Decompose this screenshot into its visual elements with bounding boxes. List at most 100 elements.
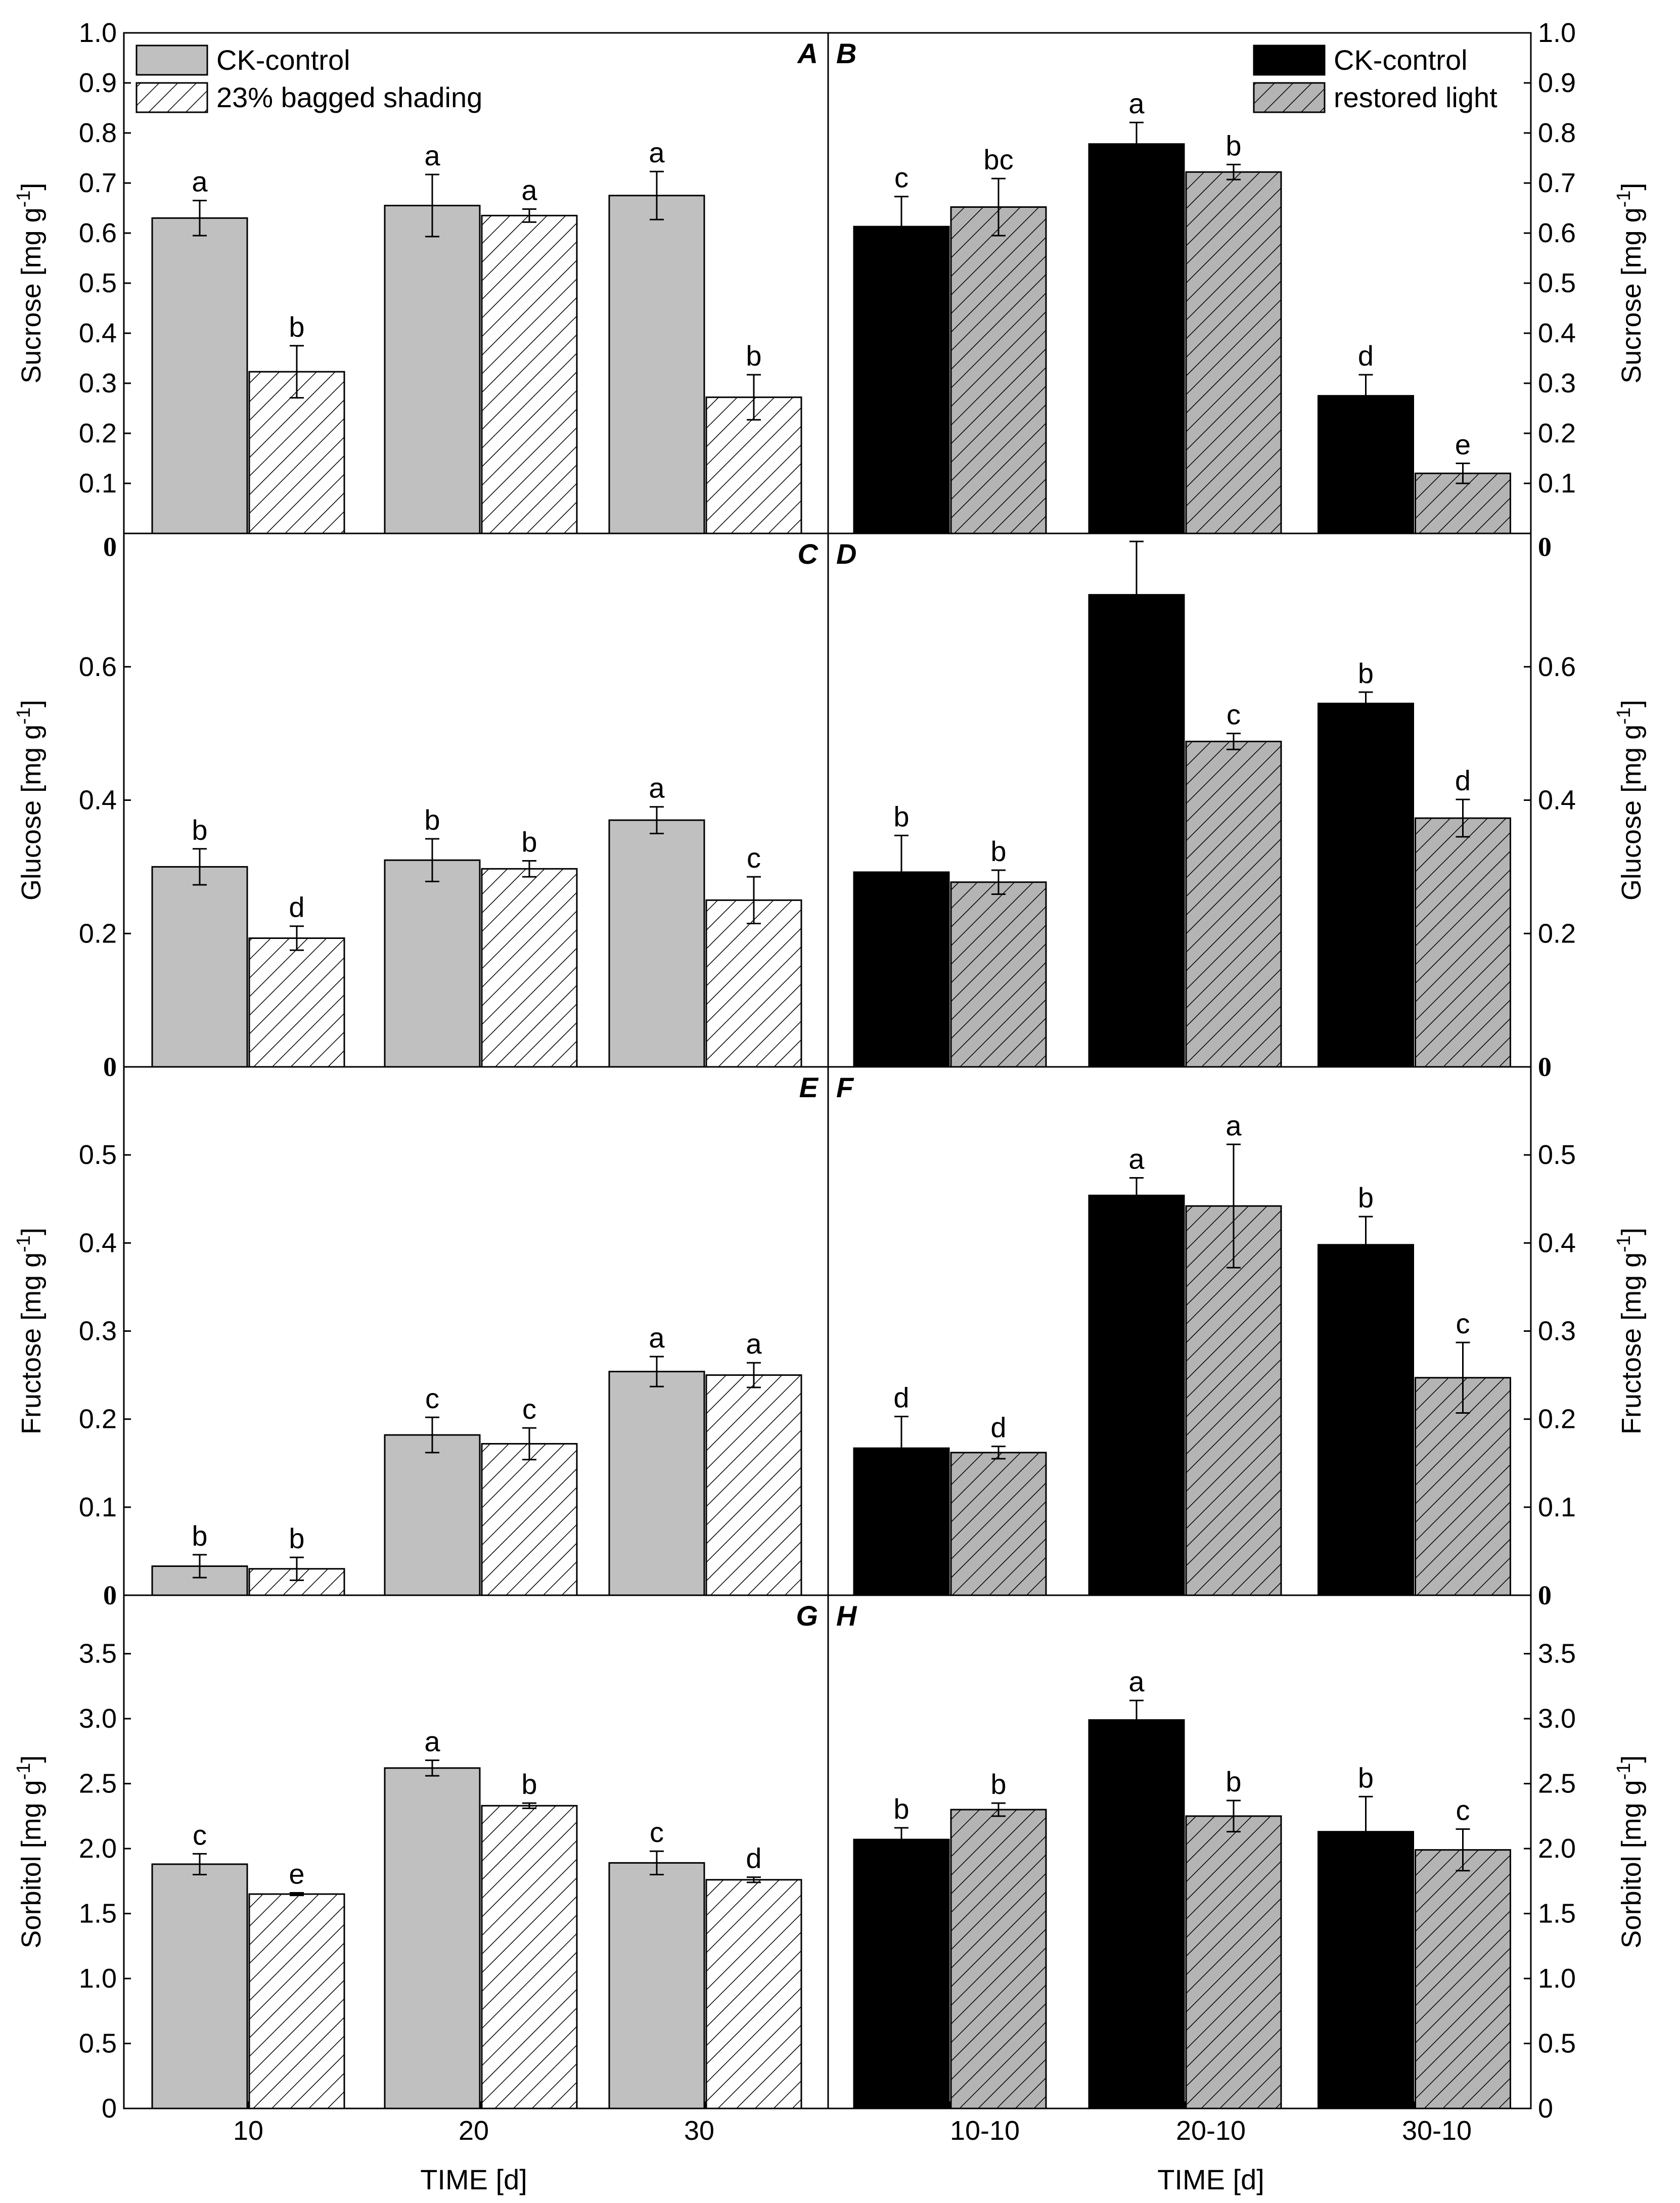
bar <box>481 868 578 1068</box>
significance-letter: d <box>289 891 304 923</box>
bar <box>853 1838 950 2109</box>
significance-letter: a <box>424 1725 440 1757</box>
bar <box>481 214 578 534</box>
y-axis-title: Fructose [mg g-1] <box>13 1228 47 1434</box>
x-tick-label: 20-10 <box>1176 2116 1246 2146</box>
y-tick-label: 2.5 <box>79 1769 117 1799</box>
y-tick-label: 0.4 <box>79 318 117 348</box>
panel-letter: A <box>797 37 818 69</box>
panel-letter: E <box>799 1071 819 1103</box>
y-tick-label: 0 <box>103 531 117 562</box>
y-tick-label: 0.5 <box>1538 268 1576 298</box>
bar <box>481 1805 578 2109</box>
significance-letter: b <box>1358 657 1374 689</box>
panel-letter: F <box>836 1071 854 1103</box>
significance-letter: b <box>1225 1766 1241 1797</box>
y-tick-label: 0.4 <box>1538 1228 1576 1258</box>
y-tick-label: 0.5 <box>79 1140 117 1170</box>
bar <box>1088 1719 1185 2109</box>
chart-panel-g: 0 0.5 1.0 1.5 2.0 2.5 3.0 3.5 Sorbitol [mg g-1] G… <box>13 1594 829 2124</box>
y-axis-title-superscript: -1 <box>1613 707 1634 725</box>
significance-letter: b <box>893 1793 909 1825</box>
y-tick-label: 1.5 <box>79 1899 117 1929</box>
significance-letter: b <box>289 1522 304 1554</box>
significance-letter: b <box>746 340 761 372</box>
chart-panel-h: 0 0.5 1.0 1.5 2.0 2.5 3.0 3.5 Sorbitol [mg g-1] H… <box>827 1594 1647 2124</box>
y-tick-label: 0.9 <box>79 68 117 98</box>
y-tick-label: 0.4 <box>1538 785 1576 816</box>
significance-letter: a <box>649 137 665 168</box>
y-axis-title: Sucrose [mg g-1] <box>1613 183 1647 384</box>
x-axis-left: 10 20 30 TIME [d] <box>233 2116 714 2195</box>
chart-panel-f: 0.1 0.2 0.3 0.4 0.5 0 Fructose [mg g-1] Fd a b d a c <box>827 1066 1647 1610</box>
y-tick-label: 2.0 <box>79 1833 117 1864</box>
bar <box>248 937 345 1068</box>
y-axis-title-superscript: -1 <box>1613 1763 1634 1780</box>
significance-letter: b <box>1358 1182 1374 1213</box>
significance-letter: b <box>990 1768 1006 1800</box>
chart-panel-e: 0.1 0.2 0.3 0.4 0.5 0 Fructose [mg g-1] Eb c a b c a <box>13 1066 829 1610</box>
bar <box>608 1371 705 1596</box>
significance-letter: c <box>1456 1308 1470 1339</box>
y-tick-label: 0.1 <box>1538 1492 1576 1522</box>
bar <box>384 205 481 534</box>
y-tick-label: 0.3 <box>1538 368 1576 398</box>
y-tick-label: 3.5 <box>1538 1639 1576 1669</box>
significance-letter: b <box>521 826 537 858</box>
bar <box>950 1809 1047 2109</box>
significance-letter: a <box>1128 1143 1145 1175</box>
y-tick-label: 0.2 <box>79 918 117 949</box>
legend-swatch-ck-control-right <box>1253 44 1326 76</box>
significance-letter: bc <box>983 144 1013 175</box>
bar <box>608 819 705 1068</box>
legend-label-ck-control-right: CK-control <box>1334 44 1468 76</box>
significance-letter: d <box>746 1842 761 1874</box>
y-tick-label: 0 <box>103 1580 117 1610</box>
y-tick-label: 0.4 <box>79 1228 117 1258</box>
y-tick-label: 3.0 <box>1538 1703 1576 1734</box>
bar <box>608 195 705 534</box>
x-tick-label: 20 <box>459 2116 489 2146</box>
chart-panel-c: 0.2 0.4 0.6 0 0 Glucose [mg g-1] Cb b a d b c <box>13 531 829 1082</box>
significance-letter: b <box>192 1520 207 1552</box>
legend-left: CK-control 23% bagged shading <box>135 44 482 113</box>
bar <box>151 217 248 534</box>
bar <box>1185 740 1282 1068</box>
y-tick-label: 0 <box>1538 2093 1553 2124</box>
significance-letter: b <box>990 835 1006 867</box>
bar <box>1415 1849 1511 2109</box>
y-axis-title: Glucose [mg g-1] <box>1613 700 1647 901</box>
significance-letter: c <box>747 842 761 874</box>
bar <box>1088 143 1185 534</box>
significance-letter: d <box>1358 340 1374 372</box>
y-tick-label: 1.0 <box>1538 18 1576 48</box>
significance-letter: a <box>746 1328 762 1360</box>
y-axis-title: Fructose [mg g-1] <box>1613 1228 1647 1434</box>
significance-letter: c <box>894 162 909 194</box>
legend-swatch-restored-light <box>1253 82 1326 113</box>
bar <box>1415 1377 1511 1596</box>
y-tick-label: 0 <box>1538 1580 1552 1610</box>
significance-letter: a <box>192 166 208 198</box>
y-tick-label: 0.2 <box>1538 1404 1576 1434</box>
y-tick-label: 1.0 <box>79 18 117 48</box>
significance-letter: a <box>1128 1666 1145 1697</box>
bar <box>1088 594 1185 1068</box>
panel-letter: B <box>836 37 856 69</box>
y-tick-label: 1.0 <box>1538 1963 1576 1994</box>
significance-letter: a <box>1225 1109 1242 1141</box>
panel-letter: G <box>796 1600 818 1632</box>
y-axis-title-superscript: -1 <box>1613 191 1634 208</box>
significance-letter: e <box>289 1858 304 1890</box>
significance-letter: b <box>1225 129 1241 161</box>
bar <box>481 1443 578 1596</box>
y-tick-label: 0.5 <box>1538 2029 1576 2059</box>
y-tick-label: 0.7 <box>1538 168 1576 198</box>
y-axis-title: Glucose [mg g-1] <box>13 700 47 901</box>
significance-letter: a <box>1128 507 1145 538</box>
y-tick-label: 0.4 <box>79 785 117 816</box>
bar <box>1318 702 1414 1068</box>
y-tick-label: 0.2 <box>1538 918 1576 949</box>
significance-letter: a <box>521 174 537 206</box>
significance-letter: e <box>1455 428 1471 460</box>
